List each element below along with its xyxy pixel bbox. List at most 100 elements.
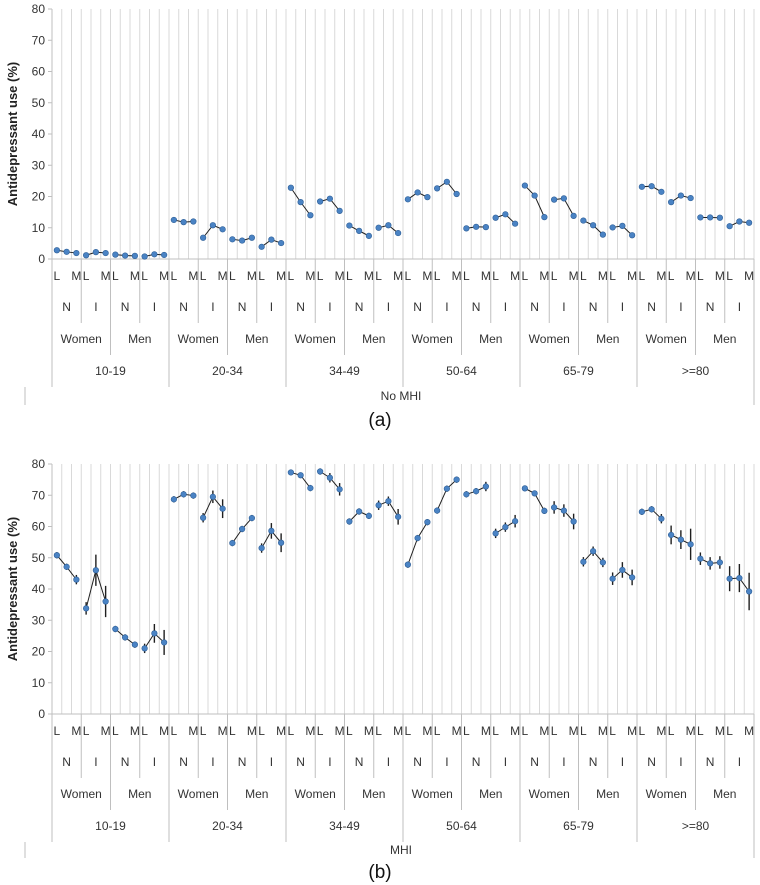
income-tick-label: M	[715, 269, 725, 283]
age-group-label: 65-79	[563, 819, 594, 833]
data-point	[200, 234, 207, 241]
data-point	[434, 507, 441, 514]
income-tick-label: M	[393, 724, 403, 738]
origin-label: N	[179, 755, 188, 769]
data-point	[336, 486, 343, 493]
origin-label: N	[530, 300, 539, 314]
data-point	[512, 220, 519, 227]
data-point	[112, 625, 119, 633]
income-tick-label: L	[83, 724, 90, 738]
income-tick-label: M	[393, 269, 403, 283]
income-tick-label: L	[580, 269, 587, 283]
origin-label: N	[589, 300, 598, 314]
income-tick-label: L	[668, 269, 675, 283]
income-tick-label: L	[639, 724, 646, 738]
income-tick-label: M	[364, 724, 374, 738]
data-point	[707, 214, 714, 221]
data-point	[521, 182, 528, 189]
income-tick-label: M	[71, 724, 81, 738]
origin-label: I	[387, 300, 390, 314]
series-line	[407, 521, 428, 565]
origin-label: N	[530, 755, 539, 769]
y-tick-label: 40	[32, 582, 46, 596]
data-point	[317, 198, 324, 205]
origin-label: I	[445, 755, 448, 769]
data-point	[443, 178, 450, 185]
data-point	[326, 474, 333, 481]
y-tick-label: 30	[32, 613, 46, 627]
origin-label: N	[706, 755, 715, 769]
data-point	[707, 560, 714, 567]
data-point	[83, 252, 90, 259]
data-point	[502, 524, 509, 531]
income-tick-label: L	[434, 269, 441, 283]
data-point	[326, 195, 333, 202]
origin-label: I	[153, 300, 156, 314]
origin-label: I	[328, 300, 331, 314]
origin-label: I	[270, 755, 273, 769]
origin-label: N	[296, 755, 305, 769]
data-point	[629, 232, 636, 239]
y-tick-label: 20	[32, 190, 46, 204]
income-tick-label: M	[569, 724, 579, 738]
data-point	[580, 558, 587, 565]
data-point	[531, 192, 538, 199]
age-group-label: 50-64	[446, 819, 477, 833]
income-tick-label: M	[188, 724, 198, 738]
income-tick-label: M	[686, 724, 696, 738]
data-point	[443, 485, 450, 492]
income-tick-label: M	[159, 724, 169, 738]
sex-label: Women	[178, 787, 219, 801]
data-point	[648, 183, 655, 190]
income-tick-label: L	[609, 269, 616, 283]
data-point	[287, 184, 294, 191]
data-point	[599, 559, 606, 566]
income-tick-label: L	[726, 269, 733, 283]
income-tick-label: M	[627, 724, 637, 738]
y-tick-label: 0	[38, 252, 45, 266]
data-point	[482, 483, 489, 490]
data-point	[151, 630, 158, 637]
origin-label: N	[589, 755, 598, 769]
origin-label: N	[121, 300, 130, 314]
sex-label: Men	[479, 787, 502, 801]
data-point	[677, 536, 684, 543]
origin-label: I	[621, 755, 624, 769]
income-tick-label: L	[522, 269, 529, 283]
data-point	[395, 229, 402, 237]
income-tick-label: L	[668, 724, 675, 738]
income-tick-label: M	[481, 724, 491, 738]
data-point	[180, 219, 187, 226]
origin-label: N	[62, 300, 71, 314]
income-tick-label: M	[452, 724, 462, 738]
data-point	[365, 512, 372, 519]
sex-label: Women	[529, 787, 570, 801]
income-tick-label: L	[200, 269, 207, 283]
data-point	[365, 232, 372, 239]
income-tick-label: M	[481, 269, 491, 283]
income-tick-label: L	[83, 269, 90, 283]
origin-label: I	[504, 755, 507, 769]
income-tick-label: L	[258, 269, 265, 283]
data-point	[482, 224, 489, 231]
data-point	[609, 224, 616, 231]
y-tick-label: 50	[32, 96, 46, 110]
data-point	[122, 634, 129, 641]
income-tick-label: L	[551, 724, 558, 738]
data-point	[629, 574, 636, 581]
y-tick-label: 10	[32, 676, 46, 690]
data-point	[424, 194, 431, 201]
sex-label: Women	[412, 787, 453, 801]
sex-label: Men	[713, 787, 736, 801]
income-tick-label: M	[101, 269, 111, 283]
y-tick-label: 70	[32, 33, 46, 47]
data-point	[473, 223, 480, 230]
data-point	[609, 575, 616, 582]
data-point	[648, 506, 655, 513]
data-point	[687, 194, 694, 202]
data-point	[404, 561, 411, 568]
data-point	[73, 576, 80, 583]
data-point	[268, 527, 275, 534]
data-point	[512, 518, 519, 525]
data-point	[336, 207, 343, 214]
